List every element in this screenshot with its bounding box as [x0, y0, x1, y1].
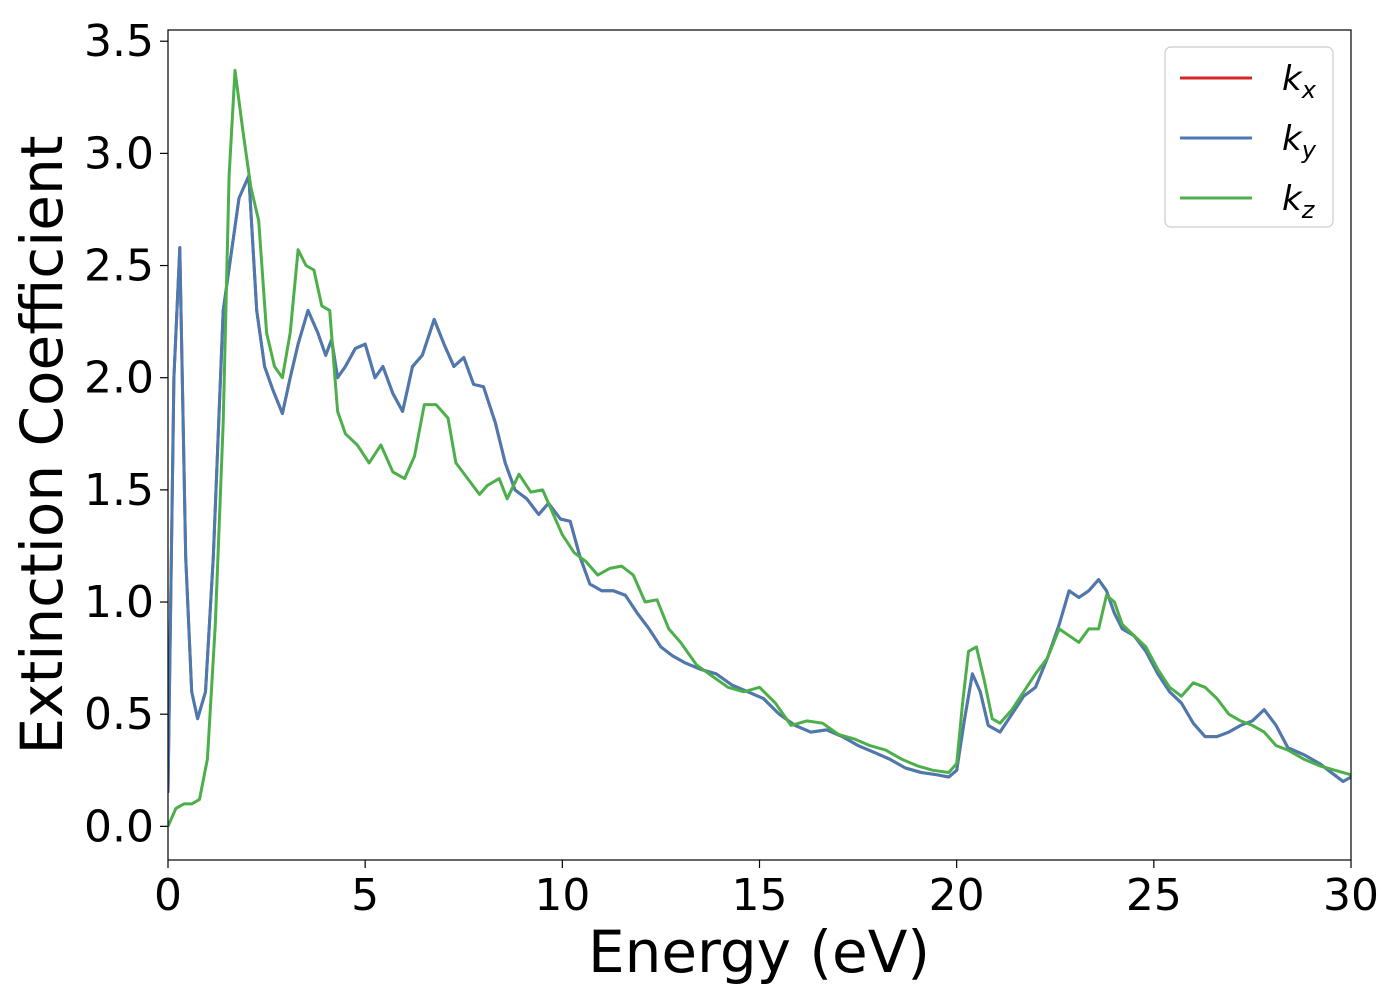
x-tick-label: 15 [732, 870, 788, 921]
x-tick-label: 5 [351, 870, 379, 921]
x-tick-label: 25 [1126, 870, 1182, 921]
x-tick-label: 30 [1323, 870, 1379, 921]
y-tick-label: 2.5 [84, 241, 154, 292]
x-axis: 0 5 10 15 20 25 30 [154, 860, 1379, 921]
y-tick-label: 1.5 [84, 465, 154, 516]
legend-label-kz: kz [1282, 179, 1316, 224]
legend-label-ky: ky [1282, 119, 1317, 164]
y-tick-label: 0.5 [84, 689, 154, 740]
y-tick-label: 3.5 [84, 16, 154, 67]
y-axis: 0.0 0.5 1.0 1.5 2.0 2.5 3.0 3.5 [84, 16, 168, 852]
plot-area [168, 68, 1351, 828]
legend: kx ky kz [1164, 46, 1334, 228]
x-tick-label: 0 [154, 870, 182, 921]
y-tick-label: 0.0 [84, 801, 154, 852]
y-tick-label: 1.0 [84, 577, 154, 628]
y-tick-label: 2.0 [84, 353, 154, 404]
x-tick-label: 20 [929, 870, 985, 921]
x-axis-title: Energy (eV) [588, 918, 930, 986]
legend-items: kx ky kz [1180, 59, 1317, 224]
y-axis-title: Extinction Coefficient [8, 136, 76, 755]
legend-label-kx: kx [1282, 59, 1317, 104]
series-line-kz [168, 68, 1351, 828]
x-tick-label: 10 [534, 870, 590, 921]
y-tick-label: 3.0 [84, 128, 154, 179]
